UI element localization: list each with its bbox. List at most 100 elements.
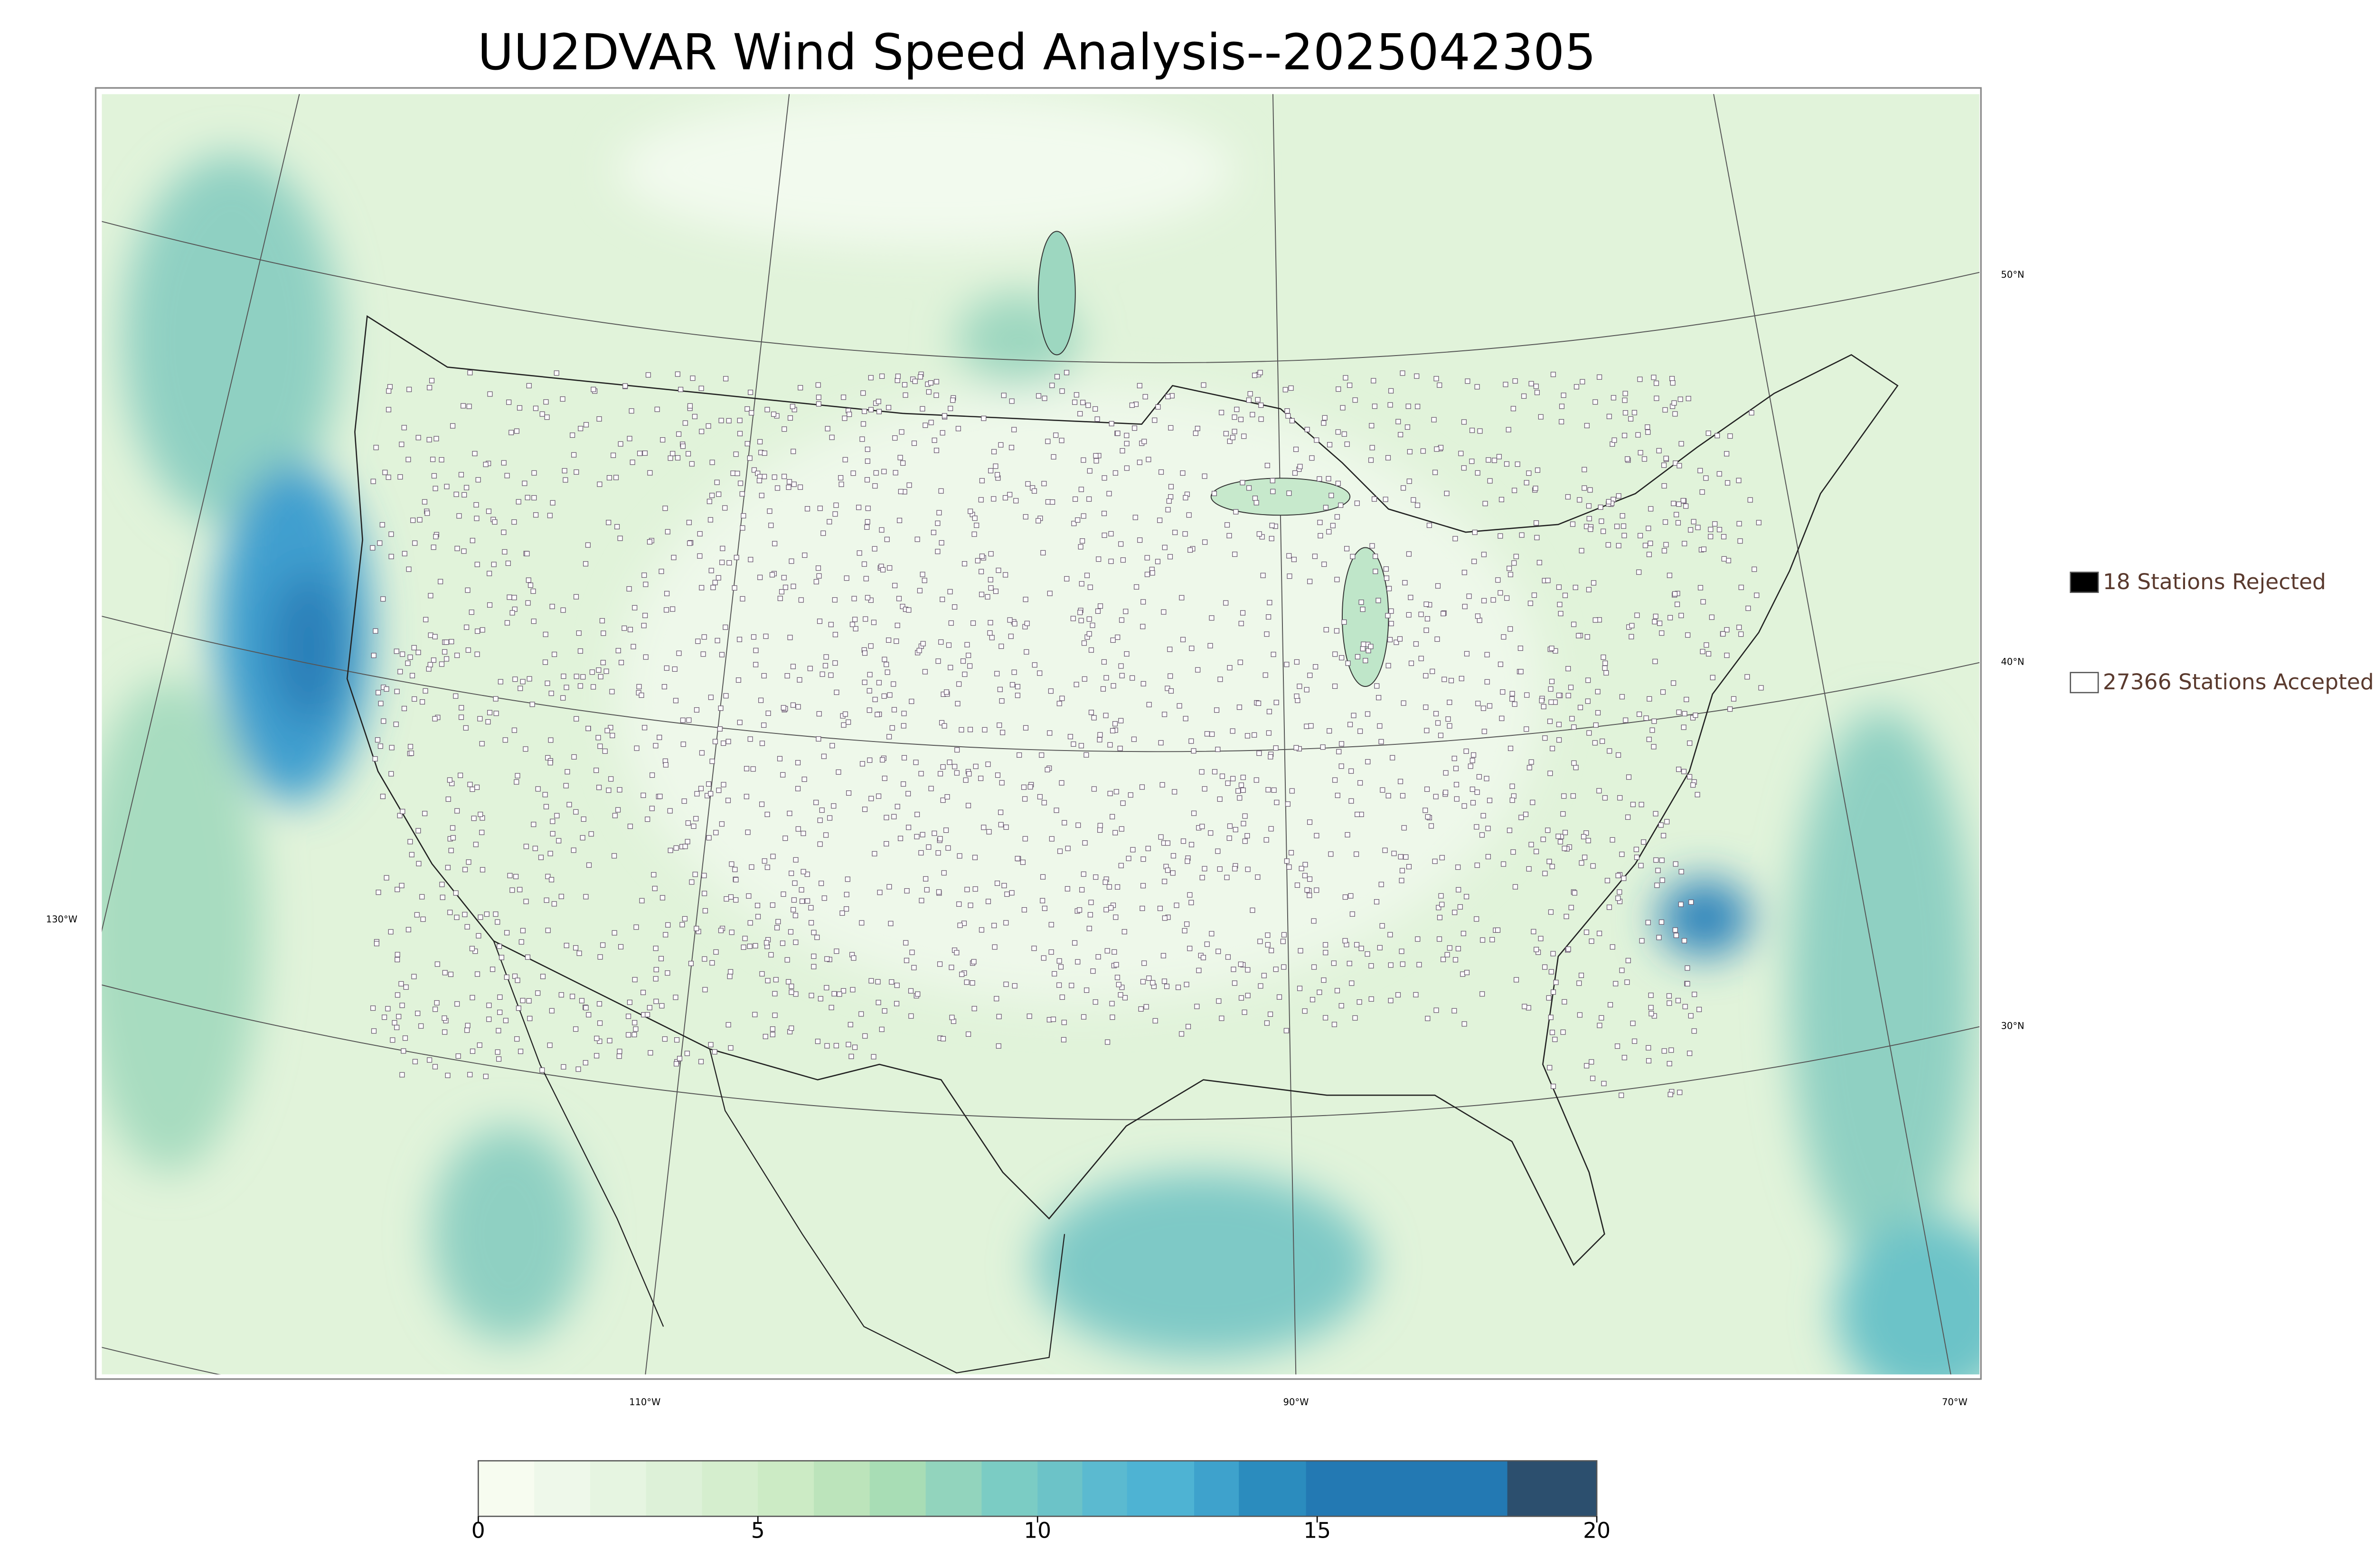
station — [1056, 982, 1062, 988]
station — [1480, 937, 1486, 943]
station — [650, 772, 655, 778]
station — [761, 673, 767, 678]
station — [1513, 554, 1519, 559]
station — [1659, 630, 1665, 636]
station — [1423, 704, 1429, 710]
station — [415, 1011, 421, 1016]
station — [1368, 963, 1374, 969]
station — [415, 649, 421, 655]
station — [1585, 698, 1591, 704]
station — [906, 825, 912, 830]
station — [1669, 376, 1675, 382]
station — [932, 437, 937, 443]
station — [1485, 854, 1491, 860]
station — [1454, 796, 1460, 802]
station — [657, 794, 663, 799]
station — [484, 911, 490, 917]
station — [675, 371, 680, 377]
station — [1738, 631, 1744, 637]
station — [914, 812, 920, 817]
station — [397, 669, 403, 675]
station — [410, 517, 416, 523]
station — [433, 436, 439, 441]
station — [1677, 1089, 1683, 1095]
station — [480, 627, 485, 633]
station — [487, 602, 493, 608]
station — [512, 973, 518, 979]
station — [923, 423, 928, 428]
station — [1299, 866, 1304, 872]
station — [583, 894, 589, 900]
station — [979, 927, 984, 933]
station — [769, 572, 775, 578]
station — [886, 404, 892, 411]
station — [525, 495, 530, 500]
station — [706, 781, 712, 787]
station — [1230, 776, 1236, 781]
station — [1064, 370, 1070, 376]
station — [372, 756, 378, 762]
station — [574, 674, 579, 679]
station — [1438, 732, 1443, 738]
station — [442, 1029, 448, 1035]
station — [1132, 515, 1138, 520]
station — [611, 452, 616, 458]
station — [747, 455, 753, 461]
station — [1086, 926, 1092, 931]
station — [1024, 649, 1029, 655]
station — [554, 813, 560, 818]
station — [1233, 827, 1238, 833]
station — [1201, 382, 1206, 388]
station — [503, 1018, 509, 1023]
station — [816, 573, 822, 579]
station — [1646, 552, 1652, 557]
station — [1656, 935, 1662, 940]
station — [1352, 397, 1358, 403]
station — [884, 841, 889, 846]
station — [1611, 395, 1616, 401]
station — [598, 674, 603, 679]
station — [1097, 737, 1102, 742]
station — [1510, 406, 1516, 412]
station — [662, 1036, 668, 1042]
station — [906, 482, 912, 488]
station — [633, 1026, 639, 1032]
station — [1286, 864, 1292, 870]
station — [872, 483, 878, 489]
station — [737, 720, 743, 725]
station — [1573, 765, 1579, 770]
station — [1590, 863, 1596, 869]
station — [1484, 776, 1489, 781]
station — [993, 463, 999, 469]
station — [670, 451, 676, 456]
station — [802, 553, 808, 558]
station — [390, 1037, 396, 1043]
station — [1137, 460, 1142, 465]
station — [1709, 614, 1715, 620]
station — [626, 1032, 631, 1038]
station — [1047, 591, 1053, 596]
station — [1075, 517, 1081, 523]
station — [1586, 587, 1592, 592]
station — [1285, 413, 1291, 419]
station — [1241, 821, 1246, 826]
station — [840, 988, 847, 994]
station — [842, 457, 848, 462]
station — [1240, 480, 1245, 486]
station — [797, 677, 802, 683]
station — [724, 896, 729, 902]
station — [773, 977, 779, 983]
station — [1692, 992, 1697, 997]
station — [1271, 787, 1277, 793]
station — [1180, 637, 1186, 642]
station — [1487, 703, 1492, 709]
station — [793, 857, 799, 863]
station — [1681, 938, 1687, 944]
station — [1573, 384, 1579, 390]
station — [1687, 740, 1693, 746]
station — [474, 784, 480, 790]
station — [1682, 541, 1687, 546]
station — [1667, 615, 1673, 620]
station — [588, 831, 594, 837]
station — [416, 861, 422, 866]
